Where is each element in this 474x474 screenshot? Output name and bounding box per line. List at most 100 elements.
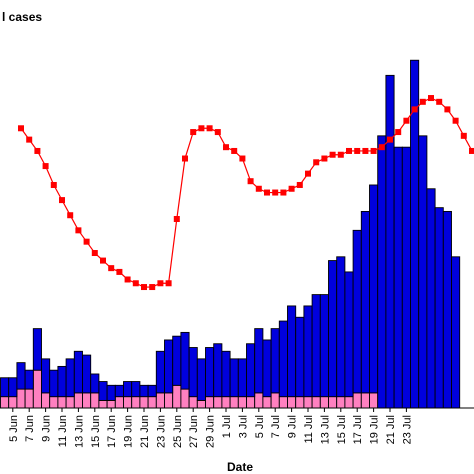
bar-upper xyxy=(16,362,26,390)
x-tick-label: 21 Jun xyxy=(139,415,151,448)
bar-lower xyxy=(303,396,313,409)
x-tick-label: 25 Jun xyxy=(172,415,184,448)
bar-lower xyxy=(262,396,272,409)
line-point xyxy=(428,95,434,102)
bar-lower xyxy=(205,396,215,409)
bar-lower xyxy=(65,396,75,409)
line-point xyxy=(182,155,188,162)
line-point xyxy=(239,155,246,162)
x-tick-label: 15 Jul xyxy=(336,415,348,444)
bar-upper xyxy=(205,347,215,398)
x-tick-label: 29 Jun xyxy=(205,415,217,448)
line-point xyxy=(50,181,57,188)
bar-upper xyxy=(114,384,124,398)
bar-upper xyxy=(360,210,370,394)
bar-lower xyxy=(369,392,379,409)
bar-upper xyxy=(434,207,444,409)
line-point xyxy=(436,98,443,105)
line-point xyxy=(444,106,451,113)
bar-lower xyxy=(41,392,51,409)
line-point xyxy=(387,136,393,143)
x-tick-label: 23 Jun xyxy=(155,415,167,448)
line-point xyxy=(370,147,377,154)
bar-upper xyxy=(385,74,395,409)
bar-upper xyxy=(336,256,346,398)
line-point xyxy=(59,197,65,204)
bar-lower xyxy=(16,388,26,409)
bar-upper xyxy=(90,373,100,394)
line-point xyxy=(165,280,172,287)
line-point xyxy=(198,125,205,132)
bar-lower xyxy=(98,399,108,409)
bar-upper xyxy=(377,135,387,409)
bar-lower xyxy=(319,396,329,409)
x-tick-label: 13 Jul xyxy=(319,415,331,444)
x-axis-title: Date xyxy=(227,460,253,474)
bar-upper xyxy=(57,365,67,398)
bar-upper xyxy=(451,256,461,409)
bar-upper xyxy=(426,188,436,409)
bar-lower xyxy=(246,396,256,409)
bar-lower xyxy=(352,392,362,409)
bar-upper xyxy=(295,316,305,398)
bar-upper xyxy=(32,328,42,371)
bar-upper xyxy=(401,146,411,409)
bar-lower xyxy=(147,396,157,409)
line-point xyxy=(362,147,369,154)
legend-label: l cases xyxy=(2,10,42,24)
bar-upper xyxy=(278,320,288,398)
line-point xyxy=(124,276,131,283)
bar-lower xyxy=(8,396,18,409)
line-point xyxy=(83,238,90,245)
bar-upper xyxy=(8,377,18,398)
bar-lower xyxy=(114,396,124,409)
line-point xyxy=(247,178,254,185)
bar-upper xyxy=(164,339,174,394)
bar-upper xyxy=(180,331,190,390)
bar-upper xyxy=(393,146,403,409)
bar-lower xyxy=(106,399,116,409)
x-tick-label: 1 Jul xyxy=(221,415,233,438)
x-tick-label: 13 Jun xyxy=(73,415,85,448)
bar-lower xyxy=(328,396,338,409)
line-point xyxy=(288,185,295,192)
line-point xyxy=(403,117,410,124)
line-point xyxy=(116,268,123,275)
bar-upper xyxy=(237,358,247,398)
line-point xyxy=(321,155,328,162)
bar-upper xyxy=(24,369,34,390)
bar-lower xyxy=(139,396,149,409)
bar-lower xyxy=(155,392,165,409)
bar-upper xyxy=(270,328,280,394)
bar-upper xyxy=(213,343,223,398)
bar-upper xyxy=(196,358,206,401)
line-point xyxy=(108,265,115,272)
bar-lower xyxy=(295,396,305,409)
bar-lower xyxy=(172,384,182,409)
bar-lower xyxy=(57,396,67,409)
bar-lower xyxy=(229,396,239,409)
line-point xyxy=(231,147,238,154)
bar-lower xyxy=(336,396,346,409)
bar-upper xyxy=(229,358,239,398)
line-point xyxy=(42,163,49,170)
bar-upper xyxy=(344,271,354,398)
line-series xyxy=(18,95,474,291)
bar-upper xyxy=(65,358,75,398)
bar-lower xyxy=(270,392,280,409)
line-point xyxy=(157,280,164,287)
x-tick-label: 11 Jul xyxy=(303,415,315,444)
bar-upper xyxy=(352,229,362,394)
x-tick-label: 21 Jul xyxy=(385,415,397,444)
bar-lower xyxy=(360,392,370,409)
line-point xyxy=(354,147,361,154)
bar-upper xyxy=(123,381,133,398)
line-point xyxy=(223,144,229,151)
upper-bar-series xyxy=(0,59,461,409)
line-point xyxy=(214,129,221,136)
line-point xyxy=(411,106,418,113)
line-point xyxy=(460,132,467,139)
bar-lower xyxy=(180,388,190,409)
x-tick-label: 19 Jun xyxy=(123,415,135,448)
